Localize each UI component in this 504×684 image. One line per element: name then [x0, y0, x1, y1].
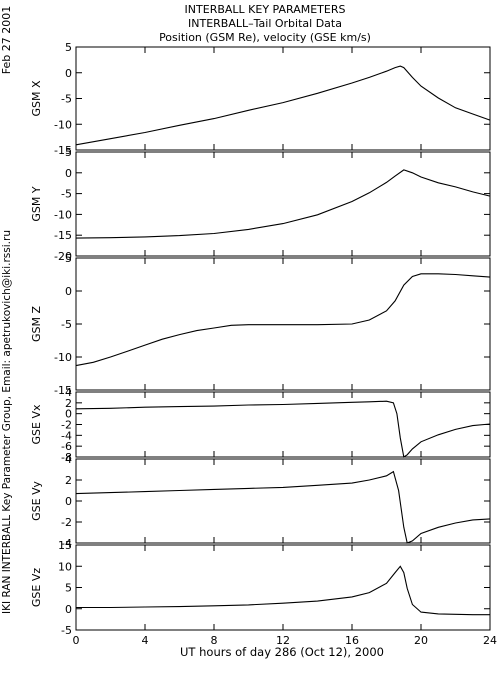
- panel-frame: [75, 151, 491, 257]
- y-tick-label: -5: [61, 624, 72, 637]
- x-tick-label: 8: [211, 634, 218, 647]
- panel-frame: [75, 458, 491, 544]
- series-line: [75, 400, 491, 458]
- y-tick-label: 2: [65, 474, 72, 487]
- series-line: [75, 273, 491, 367]
- panel-frame: [75, 544, 491, 631]
- panel-frame: [75, 46, 491, 151]
- y-tick-label: -20: [54, 250, 72, 263]
- y-tick-label: 5: [65, 41, 72, 54]
- series-line: [75, 65, 491, 146]
- credit-label: IKI RAN INTERBALL Key Parameter Group, E…: [1, 230, 13, 614]
- y-tick-label: -10: [54, 351, 72, 364]
- y-tick-label: -5: [61, 188, 72, 201]
- y-axis-label: GSM X: [30, 80, 43, 116]
- y-tick-label: 5: [65, 146, 72, 159]
- series-line: [75, 169, 491, 239]
- x-tick-label: 24: [483, 634, 497, 647]
- y-tick-label: -15: [54, 384, 72, 397]
- panel: 5 0 -5 -10 -15 -20 GSM Y: [30, 146, 491, 263]
- series-line: [76, 565, 490, 616]
- y-axis-label: GSM Y: [30, 186, 43, 221]
- series-line: [75, 470, 491, 544]
- y-tick-label: 4: [65, 386, 72, 399]
- x-axis: 0 4 8 12 16 20 24: [73, 634, 498, 647]
- y-tick-label: 4: [65, 453, 72, 466]
- y-tick-label: -8: [61, 451, 72, 464]
- y-tick-label: -15: [54, 229, 72, 242]
- y-tick-label: 0: [65, 603, 72, 616]
- date-label: Feb 27 2001: [0, 6, 13, 74]
- y-tick-label: -5: [61, 318, 72, 331]
- x-tick-label: 0: [73, 634, 80, 647]
- y-tick-label: -4: [61, 537, 72, 550]
- y-tick-label: 0: [65, 495, 72, 508]
- y-tick-label: -10: [54, 208, 72, 221]
- y-axis-label: GSE Vy: [30, 481, 43, 521]
- x-tick-label: 16: [345, 634, 359, 647]
- y-tick-label: -6: [61, 440, 72, 453]
- panel: 15 10 5 0 -5 GSE Vz: [30, 539, 491, 637]
- y-tick-label: 5: [65, 252, 72, 265]
- figure-caption: Position (GSM Re), velocity (GSE km/s): [159, 31, 371, 44]
- x-axis-label: UT hours of day 286 (Oct 12), 2000: [180, 645, 384, 659]
- y-axis-label: GSE Vx: [30, 404, 43, 444]
- y-axis-label: GSE Vz: [30, 568, 43, 607]
- figure-subtitle: INTERBALL–Tail Orbital Data: [188, 17, 342, 30]
- panel: 4 2 0 -2 -4 GSE Vy: [30, 453, 491, 550]
- y-tick-label: 10: [58, 560, 72, 573]
- panel: 5 0 -5 -10 -15 GSM X: [30, 41, 491, 157]
- y-tick-label: -10: [54, 118, 72, 131]
- y-axis-label: GSM Z: [30, 306, 43, 342]
- y-tick-label: 0: [65, 167, 72, 180]
- x-tick-label: 12: [276, 634, 290, 647]
- y-tick-label: -5: [61, 93, 72, 106]
- y-tick-label: 0: [65, 408, 72, 421]
- y-tick-label: -2: [61, 516, 72, 529]
- figure-title: INTERBALL KEY PARAMETERS: [185, 3, 346, 16]
- y-tick-label: 2: [65, 397, 72, 410]
- panel-frame: [75, 257, 491, 391]
- y-tick-label: 0: [65, 285, 72, 298]
- y-tick-label: 5: [65, 582, 72, 595]
- y-tick-label: 0: [65, 67, 72, 80]
- panel-frame: [75, 391, 491, 458]
- y-tick-label: -2: [61, 419, 72, 432]
- y-tick-label: -4: [61, 429, 72, 442]
- x-tick-label: 20: [414, 634, 428, 647]
- panel: 5 0 -5 -10 -15 GSM Z: [30, 252, 491, 397]
- y-tick-label: 15: [58, 539, 72, 552]
- y-tick-label: -15: [54, 144, 72, 157]
- x-tick-label: 4: [142, 634, 149, 647]
